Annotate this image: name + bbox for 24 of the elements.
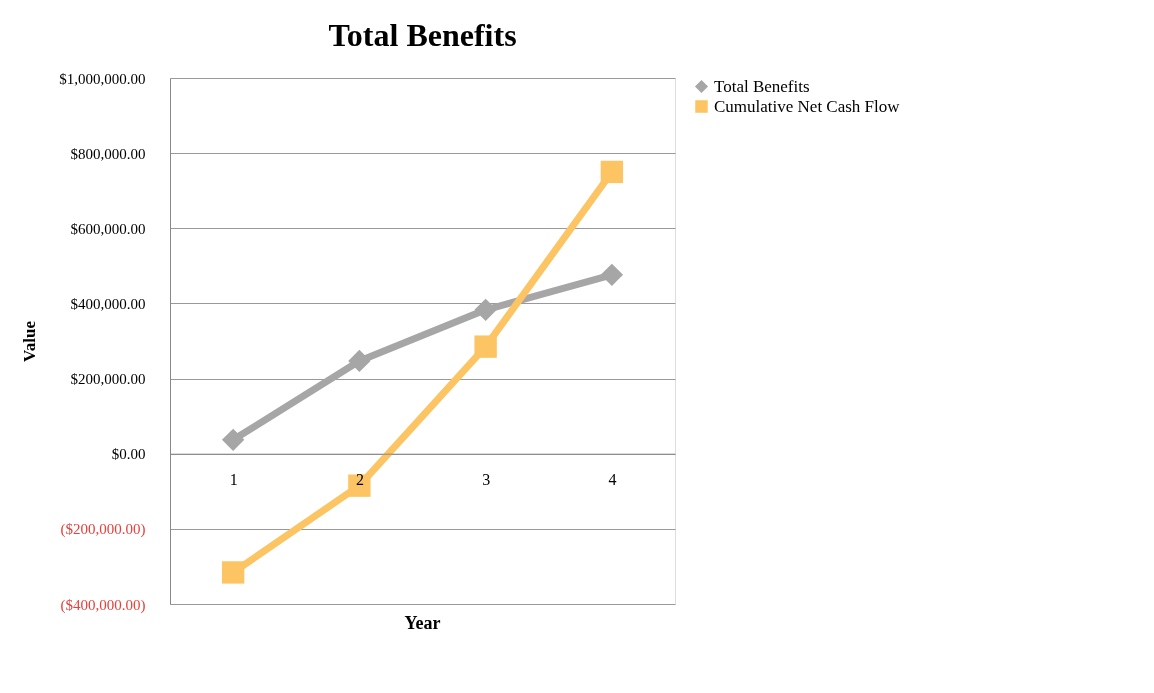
y-tick-label: $200,000.00: [70, 371, 146, 388]
point: [600, 160, 624, 184]
y-tick-label: ($400,000.00): [60, 596, 146, 614]
point: [221, 428, 245, 451]
y-tick-label: $1,000,000.00: [59, 70, 146, 87]
x-tick-label: 1: [229, 471, 238, 489]
x-tick-label: 3: [482, 471, 491, 489]
x-tick-label: 2: [355, 471, 364, 489]
point: [600, 263, 624, 287]
point: [474, 298, 497, 321]
x-axis-title: Year: [404, 613, 441, 633]
y-tick-label: $600,000.00: [70, 220, 146, 237]
chart-title: Total Benefits: [328, 17, 517, 53]
y-tick-label: $0.00: [111, 446, 146, 463]
y-tick-label: $400,000.00: [70, 295, 146, 312]
y-tick-label: ($200,000.00): [60, 521, 146, 539]
point: [221, 561, 245, 584]
y-tick-label: $800,000.00: [70, 145, 146, 162]
legend-label: Cumulative Net Cash Flow: [714, 96, 901, 116]
y-axis-title: Value: [20, 320, 40, 362]
legend-label: Total Benefits: [714, 76, 810, 96]
point: [474, 335, 497, 358]
x-tick-label: 4: [608, 471, 617, 489]
point: [348, 349, 371, 373]
